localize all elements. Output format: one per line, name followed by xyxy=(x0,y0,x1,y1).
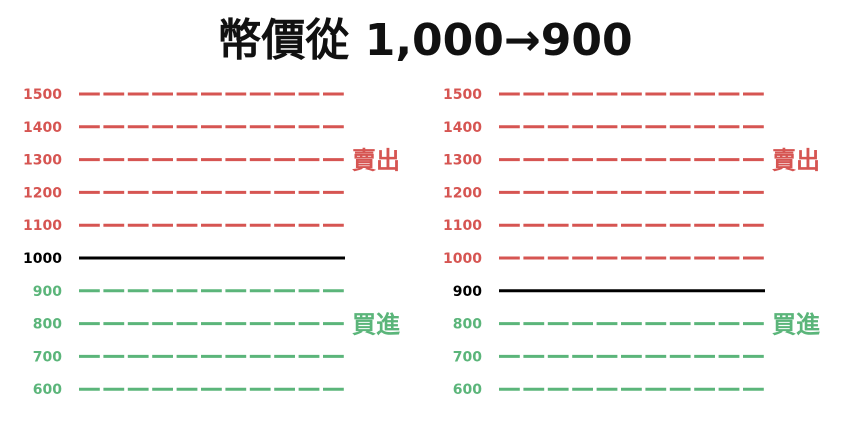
price-label: 800 xyxy=(453,317,482,333)
price-label: 1300 xyxy=(443,153,482,169)
price-label: 700 xyxy=(453,349,482,365)
price-label: 700 xyxy=(33,349,62,365)
price-label: 600 xyxy=(33,382,62,398)
price-label: 600 xyxy=(453,382,482,398)
diagram-title: 幣價從 1,000→900 xyxy=(217,15,633,66)
price-label: 1000 xyxy=(443,251,482,267)
price-label: 1500 xyxy=(443,87,482,103)
price-label: 1100 xyxy=(443,218,482,234)
price-label: 1200 xyxy=(23,185,62,201)
price-label: 1200 xyxy=(443,185,482,201)
price-label: 1100 xyxy=(23,218,62,234)
price-label: 1300 xyxy=(23,153,62,169)
sell-label: 賣出 xyxy=(772,147,820,175)
buy-label: 買進 xyxy=(352,311,400,339)
price-label: 800 xyxy=(33,317,62,333)
sell-label: 賣出 xyxy=(352,147,400,175)
price-label: 1000 xyxy=(23,251,62,267)
price-label: 1400 xyxy=(23,120,62,136)
buy-label: 買進 xyxy=(772,311,820,339)
price-label: 1400 xyxy=(443,120,482,136)
price-label: 900 xyxy=(33,284,62,300)
price-label: 1500 xyxy=(23,87,62,103)
price-label: 900 xyxy=(453,284,482,300)
